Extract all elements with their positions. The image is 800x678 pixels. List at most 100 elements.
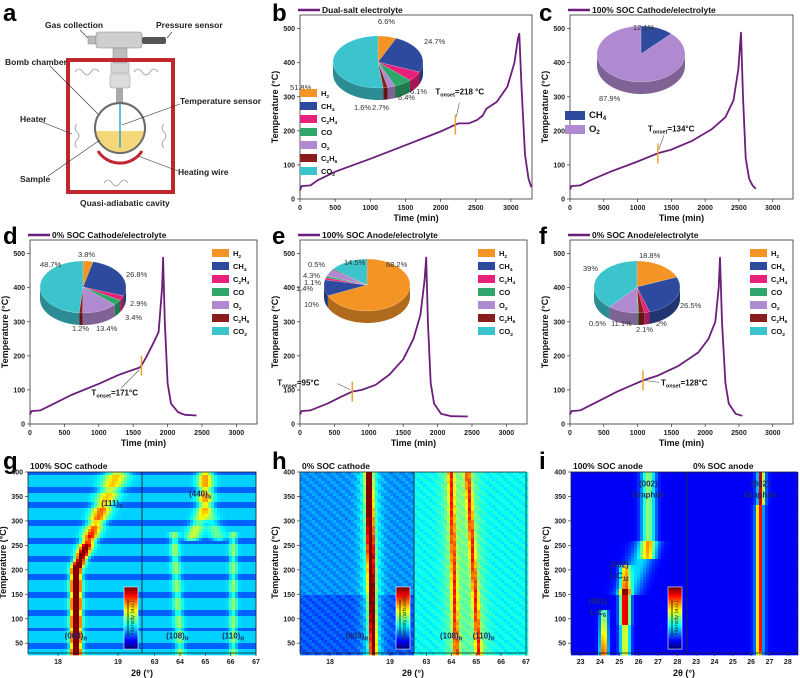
legend-label-H2: H2 <box>499 249 507 260</box>
x-tick-label: 3000 <box>503 205 519 212</box>
heatmap-cell <box>223 520 227 524</box>
heatmap-cell <box>34 592 38 596</box>
heatmap-cell <box>211 529 215 533</box>
heatmap-cell <box>49 595 53 599</box>
heatmap-cell <box>157 607 161 611</box>
heatmap-cell <box>76 538 80 542</box>
heatmap-cell <box>85 631 89 635</box>
heatmap-cell <box>109 481 113 485</box>
heatmap-cell <box>157 589 161 593</box>
heatmap-cell <box>208 646 212 650</box>
heatmap-cell <box>199 613 203 617</box>
heatmap-cell <box>46 589 50 593</box>
heatmap-cell <box>142 514 146 518</box>
heatmap-cell <box>109 493 113 497</box>
heatmap-cell <box>49 598 53 602</box>
heatmap-cell <box>241 610 245 614</box>
heatmap-cell <box>250 586 254 590</box>
heatmap-cell <box>223 580 227 584</box>
heatmap-cell <box>58 472 62 476</box>
heatmap-cell <box>70 481 74 485</box>
heatmap-cell <box>253 517 257 521</box>
heatmap-cell <box>43 493 47 497</box>
heatmap-cell <box>226 586 230 590</box>
heatmap-cell <box>130 481 134 485</box>
heatmap-cell <box>58 649 62 653</box>
heatmap-cell <box>172 535 176 539</box>
heatmap-cell <box>43 619 47 623</box>
heatmap-cell <box>76 496 80 500</box>
heatmap-cell <box>88 565 92 569</box>
heatmap-cell <box>247 649 251 653</box>
x-tick-label: 3000 <box>499 430 515 437</box>
x-tick-label: 19 <box>114 659 122 666</box>
heatmap-cell <box>94 481 98 485</box>
heatmap-cell <box>205 622 209 626</box>
heatmap-cell <box>91 535 95 539</box>
heatmap-cell <box>94 532 98 536</box>
heatmap-cell <box>151 523 155 527</box>
heatmap-cell <box>106 577 110 581</box>
heatmap-cell <box>49 499 53 503</box>
heatmap-cell <box>205 568 209 572</box>
heatmap-cell <box>154 517 158 521</box>
heatmap-cell <box>73 538 77 542</box>
pie-side-CH4 <box>324 285 328 308</box>
heatmap-cell <box>172 625 176 629</box>
heatmap-cell <box>157 550 161 554</box>
heatmap-cell <box>73 640 77 644</box>
heatmap-cell <box>184 607 188 611</box>
heatmap-cell <box>226 511 230 515</box>
heatmap-cell <box>160 607 164 611</box>
heatmap-cell <box>223 538 227 542</box>
heatmap-cell <box>43 484 47 488</box>
heatmap-cell <box>31 493 35 497</box>
heatmap-cell <box>28 574 32 578</box>
heatmap-cell <box>79 586 83 590</box>
heatmap-cell <box>169 643 173 647</box>
heatmap-cell <box>211 499 215 503</box>
heatmap-cell <box>91 505 95 509</box>
heatmap-cell <box>205 508 209 512</box>
heatmap-cell <box>142 631 146 635</box>
heatmap-cell <box>49 532 53 536</box>
heatmap-cell <box>145 475 149 479</box>
heatmap-cell <box>226 643 230 647</box>
heatmap-cell <box>241 598 245 602</box>
heatmap-cell <box>46 592 50 596</box>
heatmap-cell <box>202 493 206 497</box>
heatmap-cell <box>148 484 152 488</box>
heatmap-cell <box>40 502 44 506</box>
heatmap-cell <box>112 610 116 614</box>
heatmap-cell <box>229 631 233 635</box>
heatmap-cell <box>235 595 239 599</box>
heatmap-cell <box>232 589 236 593</box>
heatmap-cell <box>205 616 209 620</box>
heatmap-cell <box>247 523 251 527</box>
heatmap-cell <box>229 556 233 560</box>
heatmap-cell <box>103 544 107 548</box>
heatmap-cell <box>103 634 107 638</box>
heatmap-cell <box>145 613 149 617</box>
heatmap-cell <box>70 565 74 569</box>
heatmap-cell <box>70 637 74 641</box>
heatmap-cell <box>148 580 152 584</box>
heatmap-cell <box>166 520 170 524</box>
heatmap-cell <box>193 472 197 476</box>
heatmap-cell <box>46 472 50 476</box>
heatmap-cell <box>241 472 245 476</box>
heatmap-cell <box>133 520 137 524</box>
legend-label-CH4: CH4 <box>771 262 785 273</box>
heatmap-cell <box>64 643 68 647</box>
heatmap-cell <box>220 610 224 614</box>
heatmap-cell <box>220 604 224 608</box>
heatmap-cell <box>196 493 200 497</box>
heatmap-cell <box>148 637 152 641</box>
heatmap-cell <box>28 481 32 485</box>
heatmap-cell <box>97 559 101 563</box>
heatmap-cell <box>76 568 80 572</box>
heatmap-cell <box>205 541 209 545</box>
heatmap-cell <box>193 589 197 593</box>
heatmap-cell <box>181 553 185 557</box>
